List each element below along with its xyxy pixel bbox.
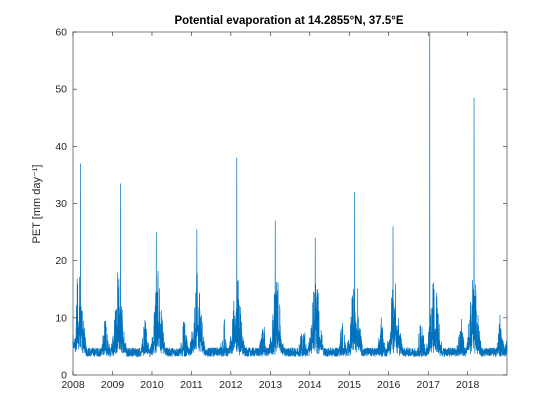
x-tick-label: 2008 xyxy=(61,379,85,391)
plot-frame xyxy=(72,31,508,376)
plot-area xyxy=(72,31,508,376)
y-tick-label: 40 xyxy=(55,141,67,153)
x-tick-label: 2009 xyxy=(101,379,125,391)
y-tick-label: 10 xyxy=(55,312,67,324)
y-tick-label: 20 xyxy=(55,255,67,267)
chart-title: Potential evaporation at 14.2855°N, 37.5… xyxy=(174,15,403,27)
x-tick-label: 2013 xyxy=(259,379,283,391)
y-tick-label: 30 xyxy=(55,198,67,210)
y-tick-label: 0 xyxy=(61,370,67,382)
y-tick-label: 50 xyxy=(55,84,67,96)
x-tick-label: 2011 xyxy=(180,379,203,391)
pet-series-line xyxy=(72,31,508,358)
x-tick-label: 2016 xyxy=(377,379,401,391)
x-tick-label: 2012 xyxy=(219,379,243,391)
x-tick-label: 2014 xyxy=(298,379,322,391)
x-tick-label: 2010 xyxy=(140,379,164,391)
x-tick-label: 2018 xyxy=(456,379,480,391)
x-axis: 2008 2009 2010 2011 2012 2013 2014 2015 2016 2017… xyxy=(61,32,480,391)
y-axis-label: PET [mm day⁻¹] xyxy=(31,165,43,244)
y-axis: 0 10 20 30 40 50 60 xyxy=(55,27,507,382)
x-tick-label: 2017 xyxy=(417,379,441,391)
x-tick-label: 2015 xyxy=(338,379,362,391)
y-tick-label: 60 xyxy=(55,27,67,39)
